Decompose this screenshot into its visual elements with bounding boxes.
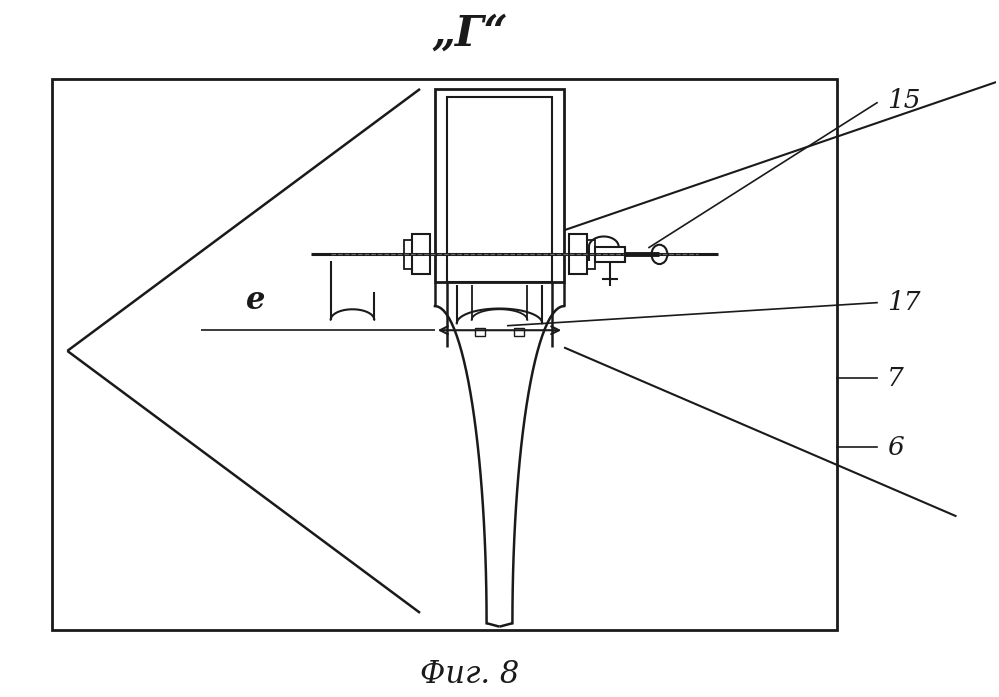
Text: 15: 15: [887, 88, 920, 113]
Bar: [475, 328, 485, 336]
Bar: [569, 234, 587, 275]
Ellipse shape: [651, 245, 667, 264]
Bar: [53, 79, 837, 630]
Text: Фиг. 8: Фиг. 8: [420, 659, 519, 691]
Bar: [447, 97, 552, 282]
Text: „Г“: „Г“: [432, 13, 508, 55]
Bar: [405, 240, 412, 269]
Bar: [435, 89, 564, 282]
Text: 7: 7: [887, 366, 904, 391]
Text: e: e: [247, 286, 266, 316]
Bar: [412, 234, 430, 275]
Bar: [594, 247, 624, 262]
Bar: [514, 328, 524, 336]
Text: 17: 17: [887, 290, 920, 315]
Text: 6: 6: [887, 435, 904, 460]
Bar: [587, 240, 594, 269]
